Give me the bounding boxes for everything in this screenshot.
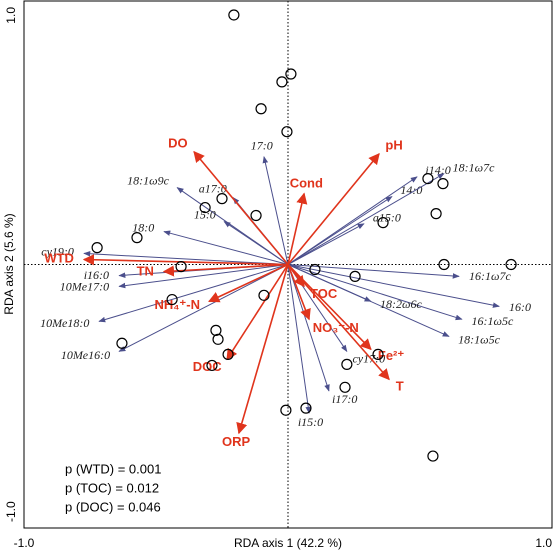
site-point xyxy=(349,270,361,282)
species-vector xyxy=(118,264,289,289)
species-vector-label: 14:0 xyxy=(400,183,422,197)
x-tick-label: 1.0 xyxy=(535,536,552,550)
species-vector xyxy=(287,264,460,279)
x-axis-title: RDA axis 1 (42.2 %) xyxy=(234,536,342,550)
species-vector xyxy=(287,264,312,414)
site-point xyxy=(505,258,517,271)
species-vector-label: 10Me18:0 xyxy=(40,316,89,330)
site-point xyxy=(341,358,353,370)
site-point xyxy=(222,348,234,360)
site-point xyxy=(175,261,187,273)
species-vector-label: a17:0 xyxy=(199,182,227,196)
site-point xyxy=(250,209,262,222)
species-vector-label: i14:0 xyxy=(425,163,450,177)
site-point xyxy=(309,263,321,276)
species-vector-label: cy17:0 xyxy=(352,351,385,365)
site-point xyxy=(276,76,288,88)
site-point xyxy=(116,337,128,349)
species-vector-label: 15:0 xyxy=(194,208,216,222)
environment-vector xyxy=(287,263,390,381)
environment-vector xyxy=(287,152,380,266)
site-point xyxy=(281,126,293,138)
y-tick-label: -1.0 xyxy=(4,501,18,522)
site-point xyxy=(427,450,439,462)
site-point xyxy=(131,232,143,244)
species-vector-label: i15:0 xyxy=(298,415,323,429)
species-vector xyxy=(287,264,500,308)
site-point xyxy=(438,258,450,271)
environment-vector-label: NH₄⁺-N xyxy=(154,297,200,312)
site-point xyxy=(377,217,389,229)
site-point xyxy=(255,103,267,115)
annotation: p (DOC) = 0.046 xyxy=(65,499,161,514)
environment-vector xyxy=(82,254,289,266)
species-vector-label: 10Me17:0 xyxy=(60,279,109,293)
environment-vector-label: T xyxy=(396,378,404,393)
species-vector xyxy=(287,223,365,265)
environment-vector-label: ORP xyxy=(222,434,251,449)
species-vector-label: a15:0 xyxy=(373,211,401,225)
site-point xyxy=(258,289,270,301)
x-tick-label: -1.0 xyxy=(14,536,35,550)
species-vector-label: 18:1ω7c xyxy=(453,160,495,174)
species-vector xyxy=(287,264,372,302)
species-vector-label: i16:0 xyxy=(84,268,109,282)
annotation: p (WTD) = 0.001 xyxy=(65,461,161,476)
species-vector xyxy=(262,156,289,265)
environment-vector xyxy=(236,264,289,435)
site-point xyxy=(210,324,222,336)
environment-vector-label: WTD xyxy=(44,251,74,266)
site-point xyxy=(206,359,218,372)
species-vector xyxy=(83,250,289,265)
environment-vector xyxy=(287,192,308,265)
environment-vector xyxy=(287,263,372,351)
environment-vector-label: TN xyxy=(137,264,154,279)
site-point xyxy=(422,172,434,185)
environment-vector-label: NO₃⁻-N xyxy=(313,320,359,335)
site-point xyxy=(228,9,240,21)
site-point xyxy=(437,178,449,190)
species-vector-label: 18:2ω6c xyxy=(380,297,422,311)
environment-vector xyxy=(287,264,311,321)
species-vector-label: 16:1ω7c xyxy=(469,269,511,283)
species-vector-label: 18:1ω5c xyxy=(458,332,500,346)
species-vector xyxy=(287,176,418,265)
site-point xyxy=(280,404,292,416)
environment-vector-label: pH xyxy=(385,138,402,153)
species-vector-label: 16:1ω5c xyxy=(472,314,514,328)
site-point xyxy=(300,402,312,414)
species-vector xyxy=(118,264,289,352)
species-vector-label: 18:0 xyxy=(132,221,154,235)
site-point xyxy=(285,68,297,80)
environment-vector xyxy=(208,263,289,303)
environment-vector-label: Cond xyxy=(290,175,323,190)
species-vector-label: 18:1ω9c xyxy=(127,174,169,188)
site-point xyxy=(212,333,224,345)
site-point xyxy=(372,348,384,360)
species-vector xyxy=(287,173,445,265)
site-point xyxy=(430,208,442,220)
environment-vector-label: DO xyxy=(168,135,188,150)
species-vector xyxy=(98,264,289,323)
species-vector xyxy=(223,221,289,265)
environment-vector-label: Fe²⁺ xyxy=(378,348,405,363)
site-point xyxy=(216,193,228,205)
site-point xyxy=(339,381,351,393)
species-vector-label: cy19:0 xyxy=(41,245,74,259)
site-point xyxy=(199,201,211,214)
annotation: p (TOC) = 0.012 xyxy=(65,480,159,495)
environment-vector xyxy=(226,264,289,361)
y-axis-title: RDA axis 2 (5.6 %) xyxy=(2,213,16,314)
site-point xyxy=(91,242,103,254)
site-point xyxy=(166,293,178,306)
species-vector-label: 16:0 xyxy=(509,300,531,314)
species-vector-label: i17:0 xyxy=(332,392,357,406)
species-vector xyxy=(163,230,289,265)
species-vector-label: 10Me16:0 xyxy=(61,348,110,362)
species-vector-label: 17:0 xyxy=(251,139,273,153)
y-tick-label: 1.0 xyxy=(4,7,18,24)
environment-vector xyxy=(193,150,289,266)
